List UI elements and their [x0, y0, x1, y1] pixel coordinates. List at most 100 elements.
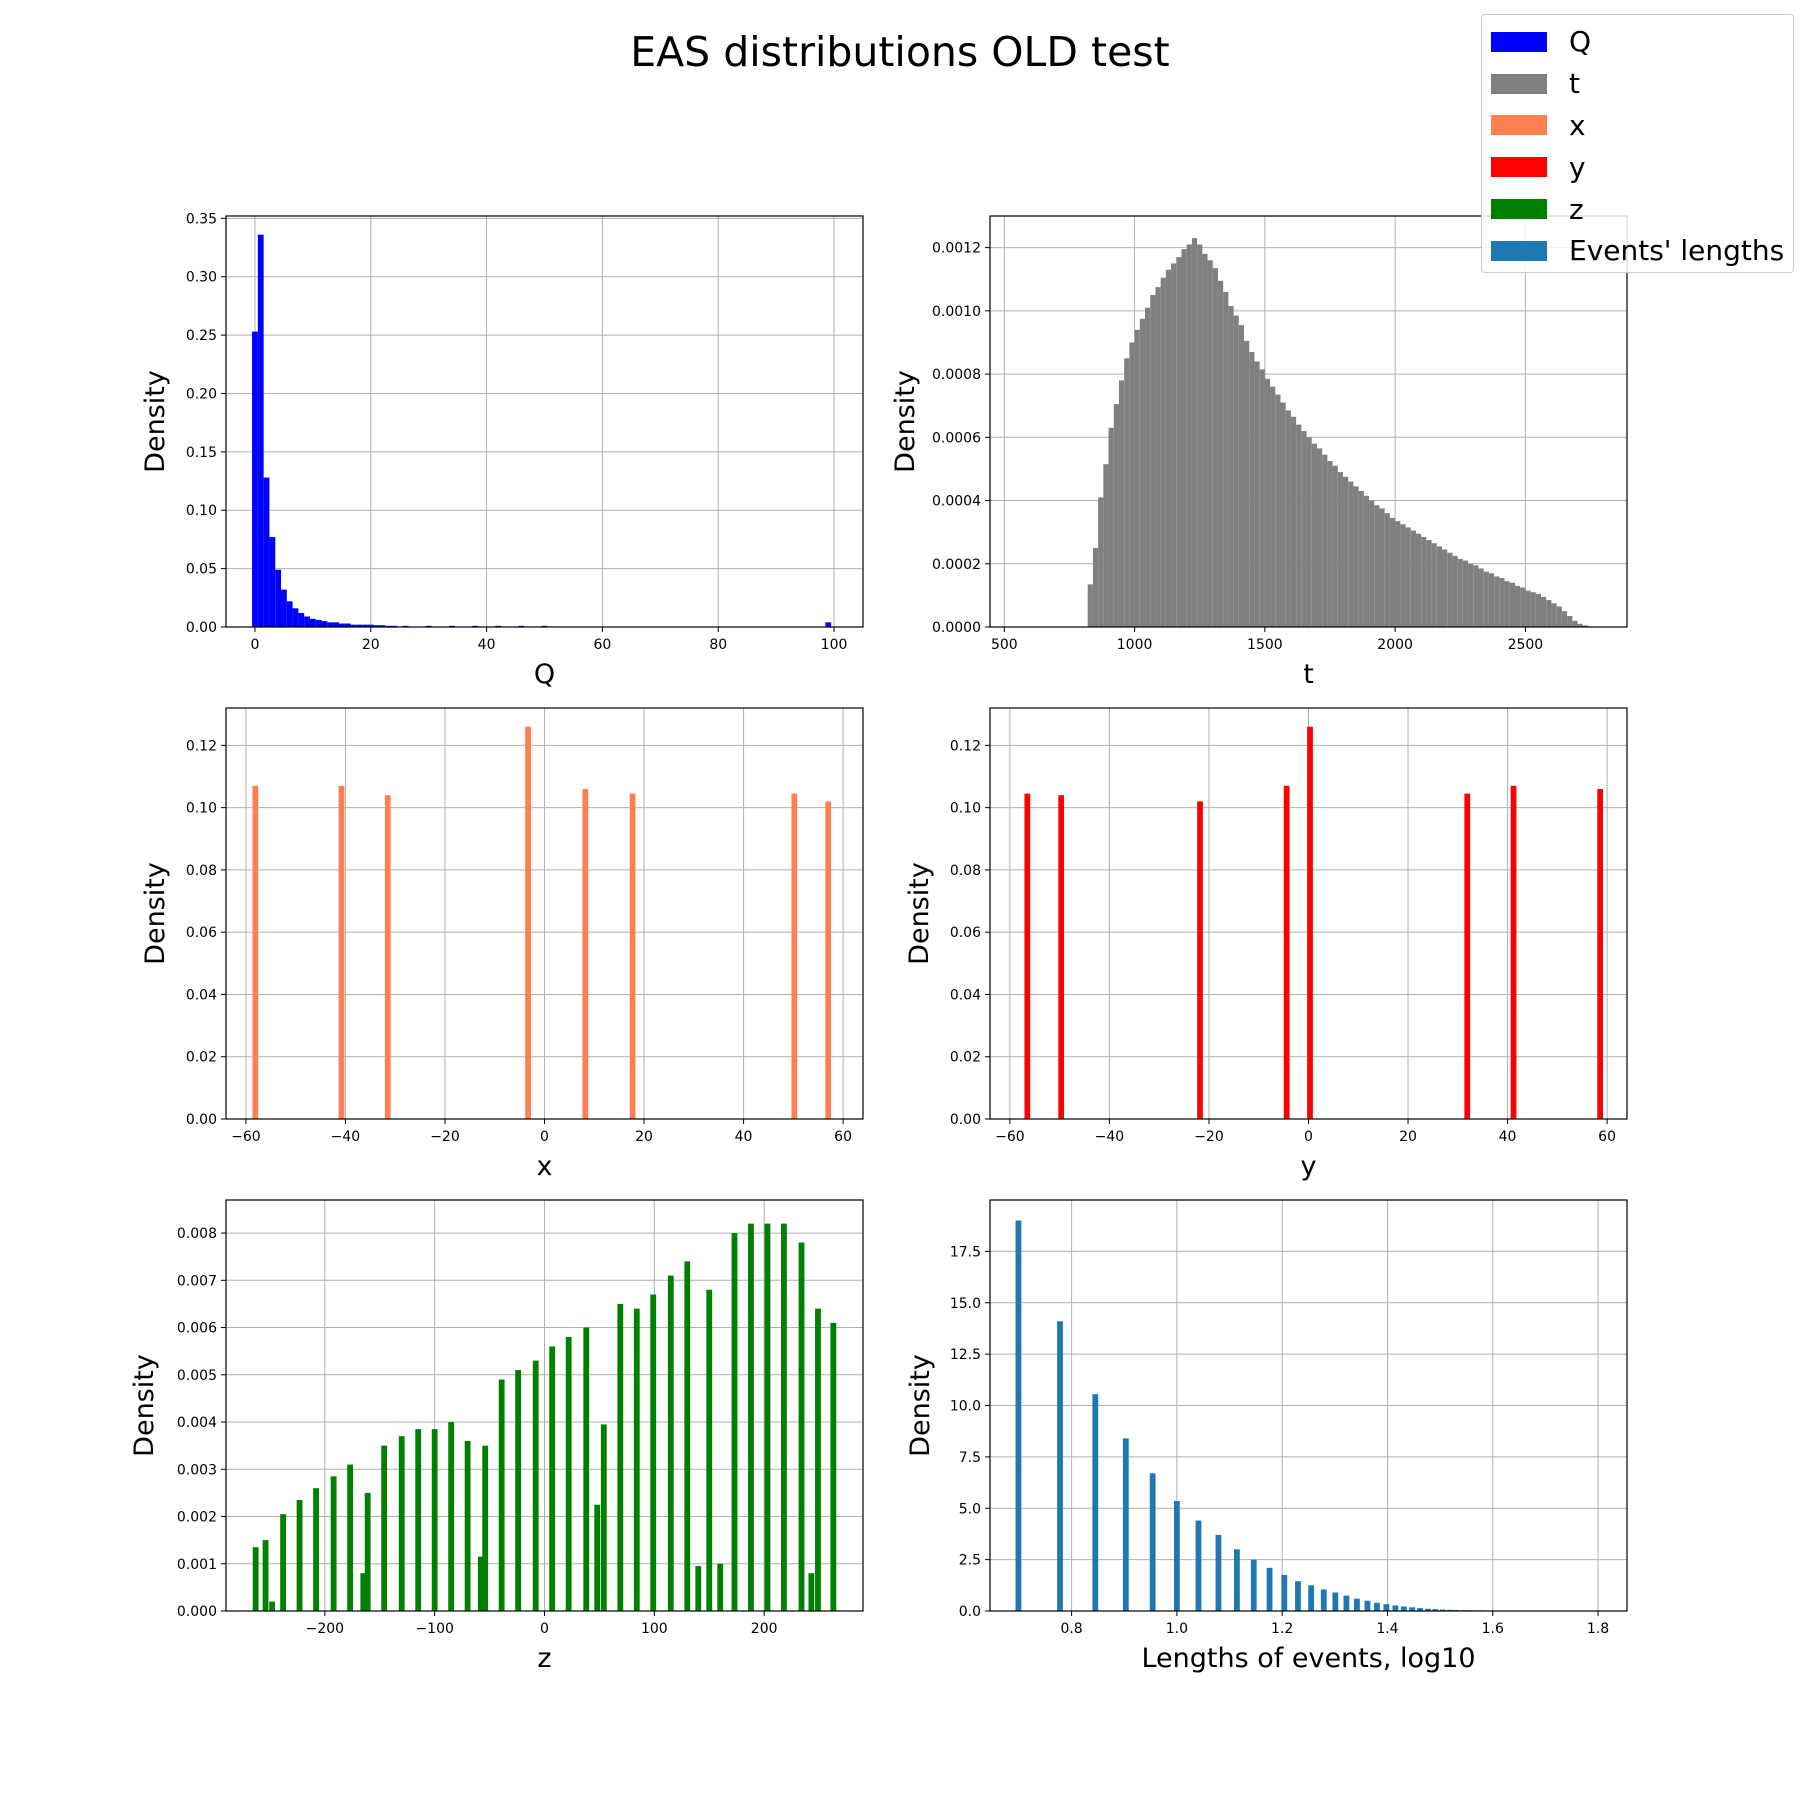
- x-axis-label: z: [537, 1643, 551, 1674]
- chart-panel-4: −200 −100 0 100 200 0.000 0.001 0.002 0.003 0.004…: [129, 1199, 864, 1674]
- x-tick-label: 20: [1399, 1129, 1417, 1145]
- bar: [1270, 386, 1276, 627]
- bar: [1431, 543, 1437, 627]
- x-tick-label: 20: [362, 637, 380, 653]
- bar: [1165, 269, 1172, 627]
- bar: [1301, 430, 1307, 627]
- bar: [1186, 244, 1192, 627]
- bar: [1327, 461, 1333, 627]
- x-tick-label: −20: [430, 1129, 460, 1145]
- y-tick-label: 15.0: [950, 1296, 981, 1312]
- bar: [1353, 486, 1359, 627]
- bar: [825, 622, 832, 627]
- legend-swatch-z: [1491, 199, 1547, 220]
- bar: [1447, 552, 1453, 627]
- bar: [1129, 342, 1135, 627]
- bar: [1108, 427, 1114, 627]
- y-axis-label: Density: [904, 862, 935, 965]
- bar: [1354, 1598, 1360, 1611]
- bar: [1197, 244, 1203, 627]
- y-tick-label: 0.10: [950, 801, 981, 817]
- bar: [1215, 1534, 1222, 1611]
- bar: [825, 801, 832, 1119]
- bar: [1473, 565, 1479, 627]
- bar: [1103, 464, 1109, 627]
- y-tick-label: 0.06: [186, 925, 217, 941]
- y-tick-label: 0.001: [177, 1557, 217, 1573]
- y-tick-label: 0.003: [177, 1462, 217, 1478]
- bar: [1494, 576, 1500, 627]
- bar: [1546, 600, 1552, 627]
- bar: [1149, 1473, 1156, 1611]
- bar: [1259, 369, 1265, 627]
- y-tick-label: 0.004: [177, 1415, 217, 1431]
- x-tick-label: 200: [751, 1621, 778, 1637]
- bar: [1238, 325, 1245, 627]
- bar: [1139, 318, 1146, 627]
- y-tick-label: 0.008: [177, 1226, 217, 1242]
- x-tick-label: 80: [709, 637, 727, 653]
- bar: [263, 477, 270, 627]
- bar: [748, 1223, 754, 1611]
- x-tick-label: −200: [306, 1621, 344, 1637]
- bar: [1098, 497, 1104, 627]
- bar: [1535, 593, 1542, 627]
- y-axis-label: Density: [140, 370, 171, 473]
- y-tick-label: 0.08: [186, 863, 217, 879]
- bar: [1556, 606, 1562, 627]
- x-tick-label: 1000: [1117, 637, 1153, 653]
- y-tick-label: 0.10: [186, 503, 217, 519]
- bar: [617, 1303, 624, 1611]
- bar: [1374, 505, 1380, 627]
- bar: [1306, 437, 1312, 627]
- bar: [1504, 581, 1510, 627]
- x-tick-label: −40: [331, 1129, 361, 1145]
- bar: [364, 1492, 371, 1611]
- bar: [330, 1476, 337, 1611]
- x-tick-label: 1.0: [1166, 1621, 1188, 1637]
- x-tick-label: 60: [1598, 1129, 1616, 1145]
- bar: [1409, 1607, 1416, 1611]
- bar: [309, 618, 316, 627]
- bar: [781, 1223, 787, 1611]
- bar: [1343, 476, 1349, 627]
- bar: [1400, 1606, 1407, 1611]
- legend-entry-y: y: [1482, 146, 1793, 188]
- x-axis-label: x: [537, 1151, 553, 1182]
- bar: [629, 793, 636, 1119]
- bar: [1452, 555, 1458, 627]
- x-tick-label: 0.8: [1060, 1621, 1082, 1637]
- bar: [1212, 268, 1218, 627]
- bar: [269, 1601, 276, 1611]
- x-axis-label: Lengths of events, log10: [1141, 1643, 1475, 1674]
- bar: [1202, 253, 1208, 627]
- bar: [1332, 1592, 1339, 1611]
- x-tick-label: 0: [540, 1621, 549, 1637]
- bar: [304, 616, 310, 627]
- bar: [252, 331, 258, 627]
- bar: [1525, 590, 1531, 627]
- bar: [298, 612, 305, 627]
- bar: [1173, 1501, 1180, 1611]
- bar: [1400, 524, 1406, 627]
- bar: [448, 1422, 455, 1611]
- bar: [667, 1275, 674, 1611]
- bar: [1285, 410, 1291, 627]
- y-tick-label: 0.05: [186, 562, 217, 578]
- legend-swatch-x: [1491, 115, 1547, 136]
- bar: [1389, 517, 1396, 627]
- legend-label-events-lengths: Events' lengths: [1569, 234, 1785, 268]
- bar: [252, 785, 259, 1119]
- bar: [582, 788, 589, 1119]
- y-tick-label: 0.00: [186, 1112, 217, 1128]
- bar: [1499, 577, 1505, 627]
- bar: [344, 623, 351, 627]
- chart-panel-1: 500 1000 1500 2000 2500 0.0000 0.0002 0.0004 0.0…: [890, 215, 1628, 690]
- bar: [1024, 793, 1031, 1119]
- y-tick-label: 0.30: [186, 270, 217, 286]
- y-axis-label: Density: [905, 1354, 936, 1457]
- bar: [338, 785, 345, 1119]
- bar: [1197, 801, 1203, 1119]
- bar: [373, 625, 380, 627]
- y-tick-label: 0.15: [186, 445, 217, 461]
